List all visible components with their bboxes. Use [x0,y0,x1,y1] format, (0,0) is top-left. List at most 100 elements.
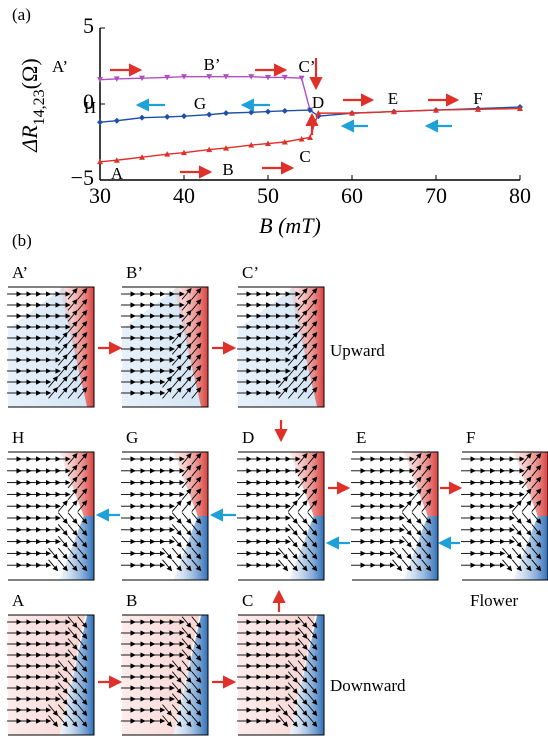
y-label-part: ΔR [17,125,42,153]
spin-arrow [287,524,298,536]
spin-arrow [411,547,422,560]
spin-arrow [191,693,202,706]
spin-arrow [57,704,68,717]
spin-arrow [191,649,202,662]
domain-red [403,452,438,516]
data-point [265,140,271,147]
spin-arrow [191,298,202,311]
spin-arrow [77,616,88,629]
point-label: D [312,93,324,112]
spin-arrow [521,452,532,465]
point-label: C [299,147,310,166]
spin-arrow [48,386,59,399]
spin-arrow [191,682,202,695]
data-point [97,77,103,83]
spin-arrow [307,500,318,512]
spin-arrow [77,524,88,536]
data-point [206,74,213,80]
data-point [298,75,305,82]
spin-arrow [297,649,308,662]
spin-arrow [278,547,289,560]
spin-arrow [181,671,192,684]
spin-arrow [67,671,78,684]
spin-arrow [287,547,298,560]
spin-arrow [191,547,202,560]
data-point [113,76,120,82]
spin-arrow [67,353,78,366]
spin-arrow [401,559,412,572]
spin-arrow [191,342,202,355]
spin-arrow [401,535,412,548]
data-point [97,158,103,165]
data-point [307,134,313,140]
spin-arrow [531,452,542,465]
spin-arrow [297,452,308,465]
spin-arrow [287,559,298,572]
panel-frame [238,451,325,581]
spin-arrow [48,715,59,728]
spin-arrow [57,375,68,388]
spin-arrow [57,547,68,560]
spin-arrow [297,464,308,477]
spin-arrow [191,309,202,322]
point-label: B [222,160,233,179]
spin-arrow [48,704,59,717]
spin-arrow [171,386,182,399]
spin-arrow [191,524,202,536]
spin-arrow [287,660,298,673]
spin-arrow [307,693,318,706]
spin-arrow [297,488,308,501]
spin-arrow [77,452,88,465]
spin-arrow [421,535,432,548]
spin-arrow [531,488,542,501]
panel-label: C [242,591,253,610]
data-point [298,135,305,142]
spin-arrow [297,512,308,525]
spin-arrow [307,342,318,355]
spin-arrow [411,500,422,512]
spin-arrow [307,715,318,728]
spin-arrow [57,535,68,548]
spin-arrow [401,512,412,525]
spin-arrow [287,682,298,695]
spin-arrow [57,715,68,728]
spin-arrow [307,660,318,673]
panel-label: F [466,428,475,447]
x-tick-label: 40 [173,183,195,208]
point-label: B’ [204,55,221,74]
spin-arrow [401,547,412,560]
spin-arrow [67,488,78,501]
spin-arrow [421,488,432,501]
spin-arrow [57,671,68,684]
spin-arrow [287,331,298,344]
spin-arrow [181,364,192,377]
spin-arrow [171,524,182,536]
spin-arrow [287,535,298,548]
domain-red [59,452,94,516]
state-panel [121,614,209,736]
panel-note: Downward [330,676,406,695]
spin-arrow [421,559,432,572]
spin-arrow [191,488,202,501]
spin-arrow [297,704,308,717]
spin-arrow [181,524,192,536]
panel-frame [122,614,209,736]
spin-arrow [191,464,202,477]
state-panel [7,614,95,736]
spin-arrow [57,500,68,512]
panel-label: (b) [12,231,32,250]
panel-frame [238,614,325,736]
spin-arrow [307,488,318,501]
data-point [248,142,255,148]
spin-arrow [521,488,532,501]
state-panel [121,286,209,408]
series-line [99,75,311,111]
spin-arrow [287,364,298,377]
spin-arrow [181,535,192,548]
data-point [248,109,255,116]
spin-arrow [531,535,542,548]
spin-arrow [48,559,59,572]
spin-arrow [67,682,78,695]
y-tick-label: 5 [83,13,94,38]
panel-label: H [12,428,24,447]
